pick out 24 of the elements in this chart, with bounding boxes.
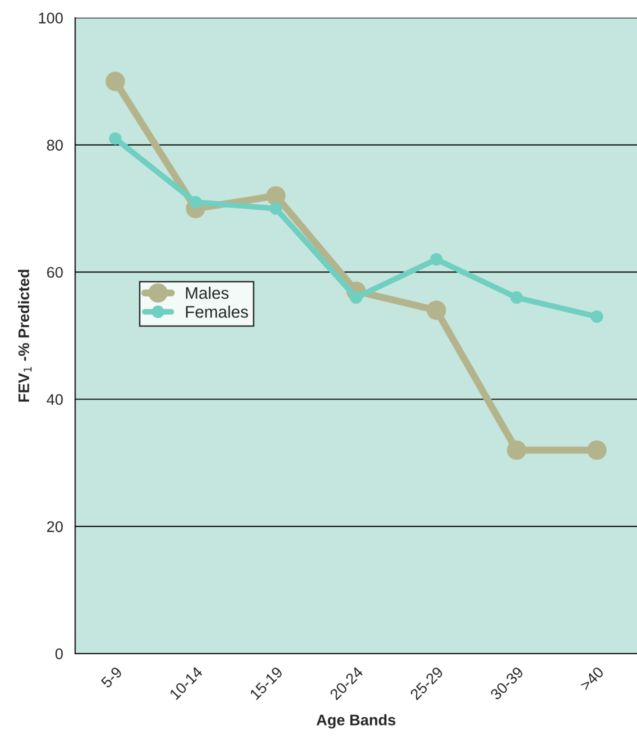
point: [426, 300, 446, 320]
point: [510, 291, 523, 304]
point: [109, 132, 122, 145]
y-tick-label: 100: [39, 12, 63, 24]
legend-label: Females: [186, 306, 248, 318]
y-axis-title: FEV$_{1}$ -% Predicted: [18, 270, 32, 402]
point: [189, 196, 202, 208]
y-tick-label: 80: [47, 140, 63, 151]
y-tick-label: 40: [46, 394, 63, 405]
x-tick-label: 5-9: [100, 666, 123, 688]
point: [430, 253, 443, 266]
point: [266, 186, 286, 206]
y-tick-label: 60: [47, 266, 63, 278]
point: [270, 202, 282, 215]
x-axis-title: Age Bands: [316, 714, 396, 728]
y-tick-label: 20: [47, 521, 63, 532]
y-tick-label: 0: [55, 648, 63, 660]
point: [590, 310, 604, 323]
legend-label: Males: [186, 286, 229, 299]
point: [350, 291, 362, 304]
point: [506, 440, 526, 460]
point: [106, 72, 126, 92]
x-tick-label: >40: [579, 666, 604, 692]
point: [587, 440, 607, 460]
